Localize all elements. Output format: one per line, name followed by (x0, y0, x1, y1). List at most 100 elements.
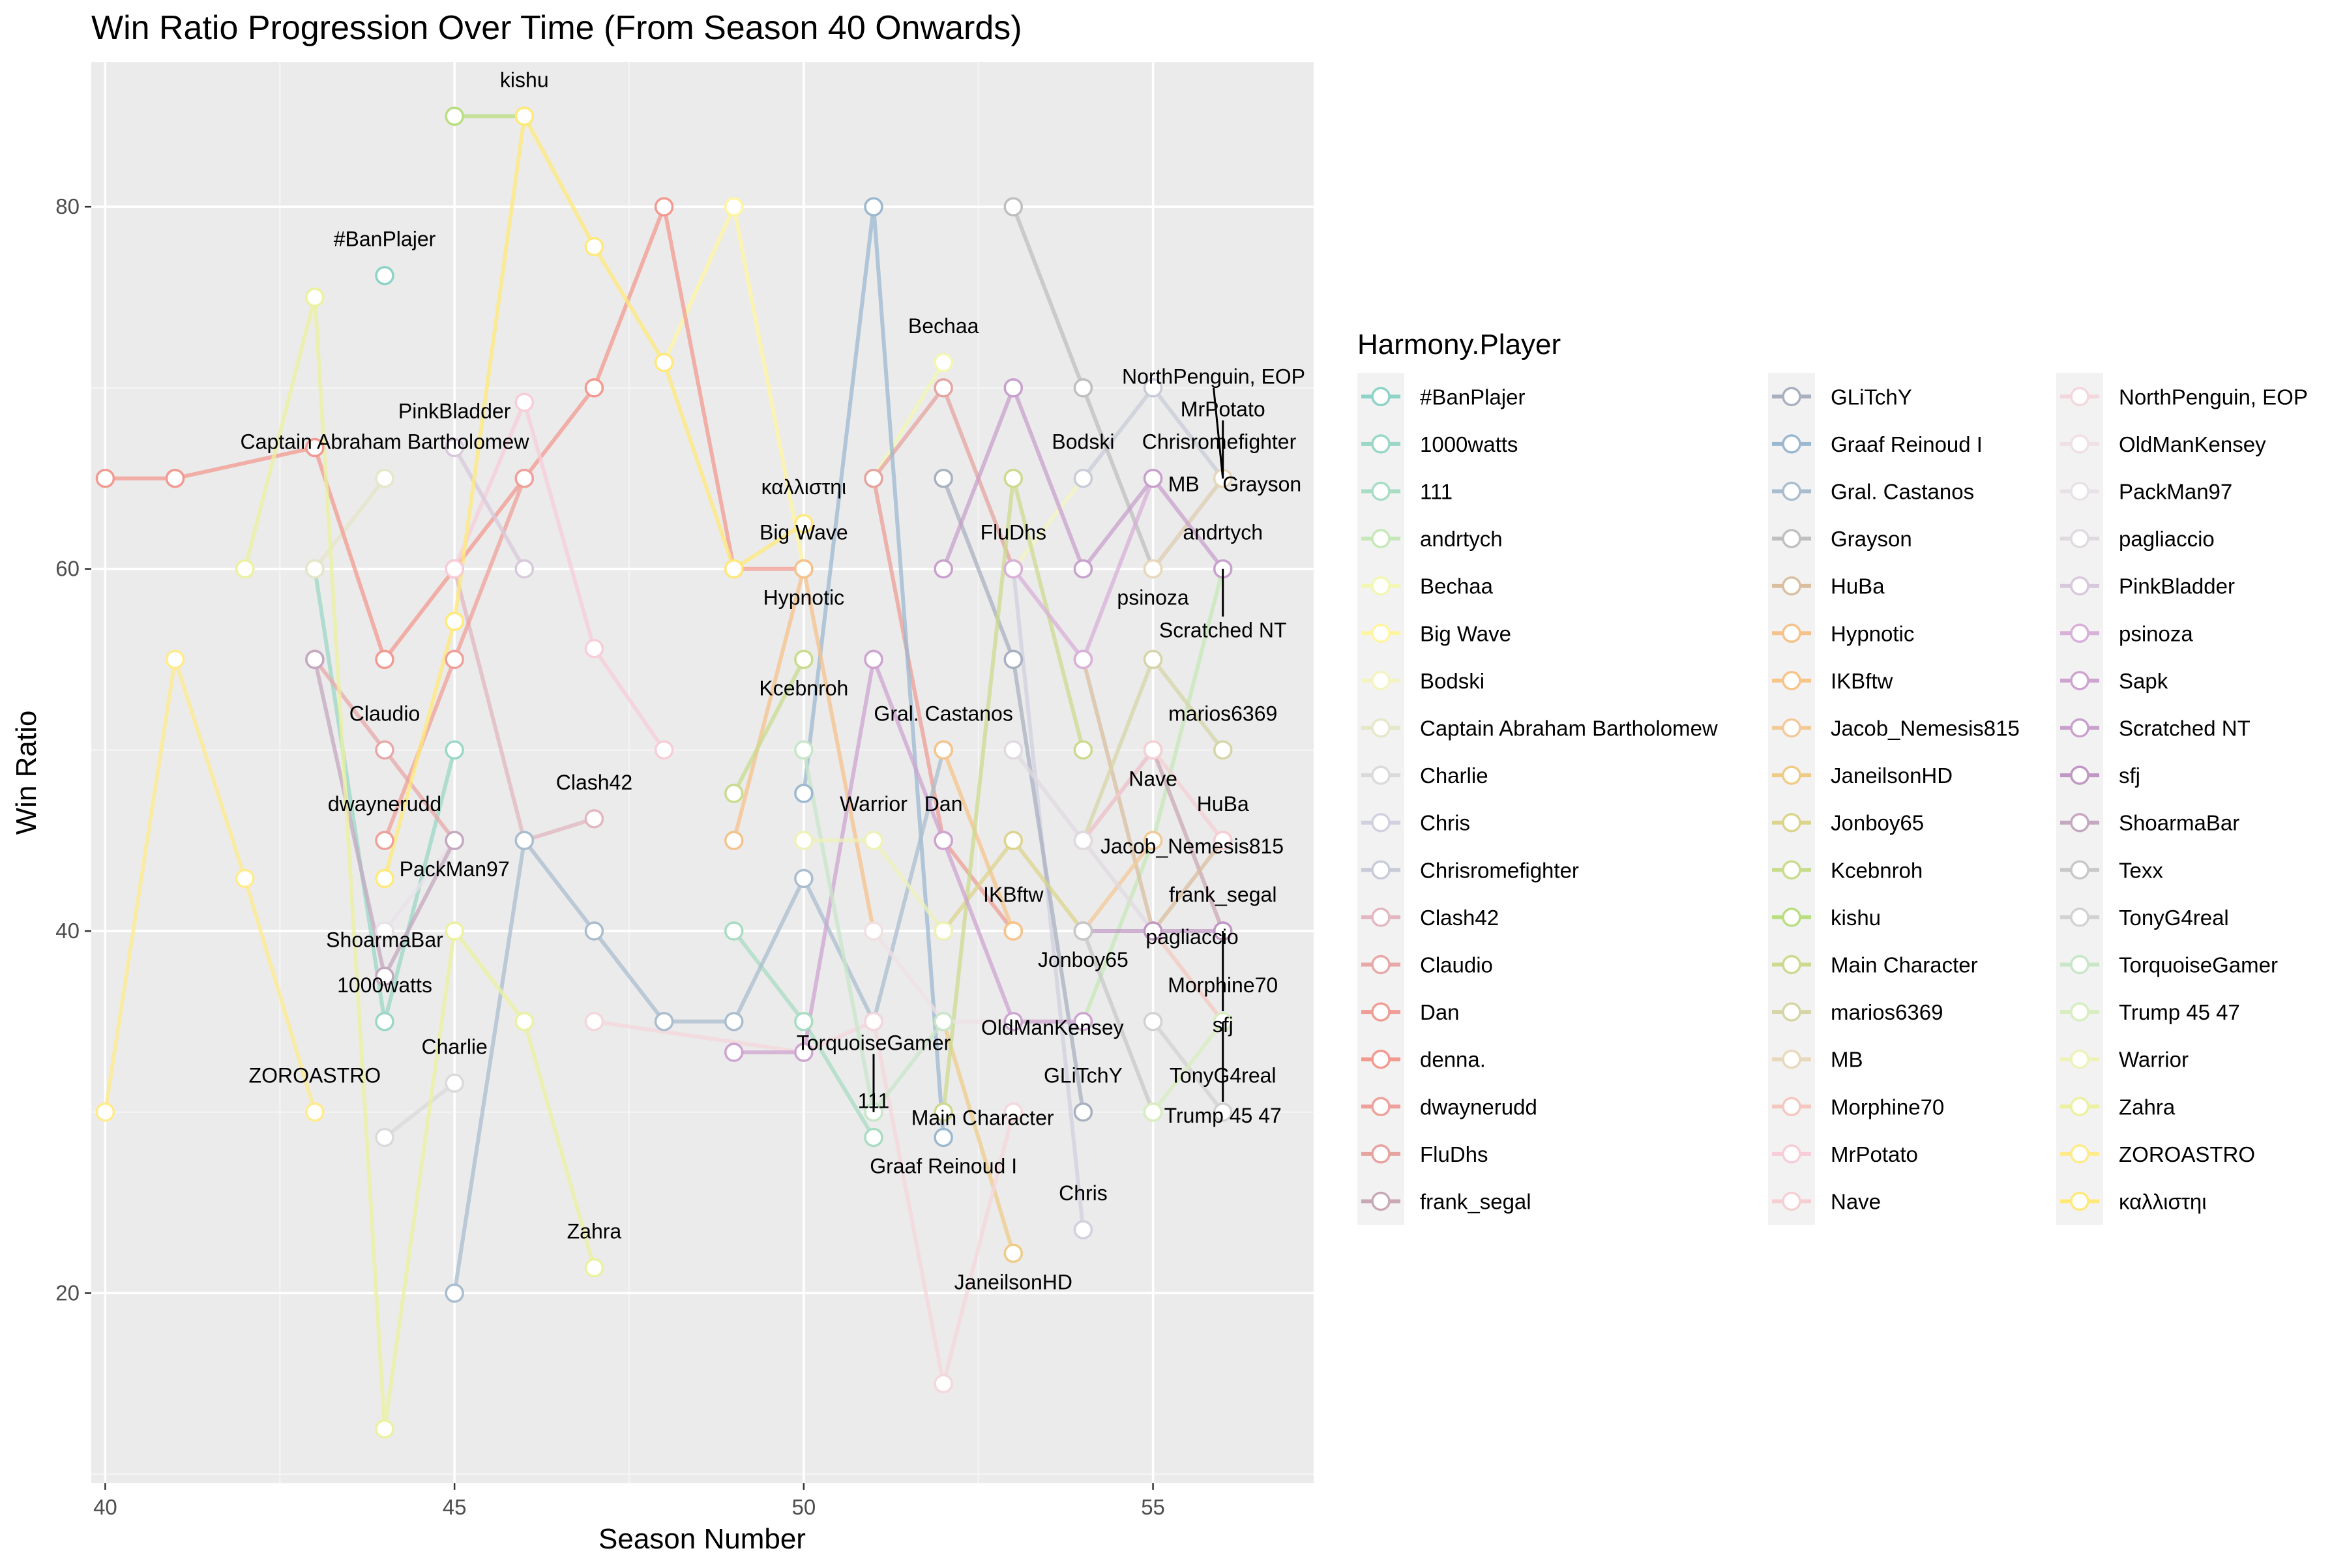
data-point (1003, 559, 1024, 579)
legend-entry-label: OldManKensey (2119, 432, 2266, 456)
point-label: Gral. Castanos (874, 702, 1012, 725)
legend-title: Harmony.Player (1357, 329, 1561, 361)
legend-key-point (1371, 765, 1391, 785)
legend-key-point (1371, 387, 1391, 407)
point-label: Captain Abraham Bartholomew (241, 430, 530, 454)
series-points (95, 106, 1233, 1439)
legend-entry-label: psinoza (2119, 621, 2193, 645)
data-point (514, 559, 535, 579)
point-label: Claudio (349, 702, 421, 725)
legend-entry-label: ZOROASTRO (2119, 1142, 2255, 1166)
legend-key-point (2070, 718, 2089, 738)
legend-entry-label: Warrior (2119, 1048, 2189, 1072)
series-line (1081, 930, 1155, 1113)
series-line (733, 657, 1084, 1055)
data-point (305, 559, 325, 579)
x-tick-label: 50 (791, 1495, 816, 1519)
data-point (794, 514, 814, 533)
data-point (95, 468, 115, 488)
legend-key-point (1371, 576, 1391, 596)
data-point (1213, 1102, 1233, 1122)
point-label: andrtych (1183, 521, 1263, 544)
data-point (375, 649, 394, 670)
point-label: #BanPlajer (334, 228, 436, 251)
legend-entry-label: Clash42 (1420, 906, 1499, 930)
point-label: Main Character (911, 1106, 1054, 1130)
legend-entry-label: kishu (1831, 906, 1881, 930)
data-point (724, 197, 744, 216)
legend-entry-label: marios6369 (1831, 1000, 1943, 1024)
point-label: IKBftw (983, 883, 1044, 906)
point-label: ZOROASTRO (249, 1064, 381, 1087)
point-label: Jonboy65 (1038, 948, 1129, 971)
data-point (1003, 1102, 1024, 1122)
data-point (1073, 1012, 1093, 1031)
data-point (1143, 740, 1163, 760)
series-line (105, 205, 804, 662)
legend-entry-label: καλλιστηι (2119, 1190, 2207, 1214)
series-line (103, 657, 317, 1113)
legend-entry-label: Big Wave (1420, 621, 1511, 645)
legend-key-point (1371, 1049, 1391, 1069)
data-point (514, 831, 535, 850)
data-point (514, 392, 535, 412)
data-point (1073, 740, 1093, 760)
data-point (794, 740, 814, 760)
data-point (794, 559, 814, 579)
legend-entry-label: frank_segal (1420, 1190, 1531, 1214)
point-label: Hypnotic (763, 586, 845, 610)
data-point (445, 1283, 464, 1303)
data-point (445, 740, 464, 760)
legend-key-point (2070, 954, 2089, 975)
data-point (445, 921, 464, 941)
data-point (584, 921, 604, 941)
x-tick-label: 55 (1141, 1495, 1165, 1519)
point-label: Chris (1059, 1181, 1108, 1205)
legend-key-point (2070, 481, 2089, 501)
legend-key-point (2070, 623, 2089, 643)
legend-key-point (1782, 1049, 1801, 1069)
point-label: pagliaccio (1145, 925, 1238, 949)
legend-entry-label: #BanPlajer (1420, 385, 1525, 409)
data-point (654, 740, 674, 760)
data-point (1143, 921, 1163, 941)
data-point (934, 921, 953, 941)
data-point (934, 1102, 953, 1122)
point-label: Kcebnroh (759, 676, 848, 700)
data-point (445, 612, 464, 631)
series-line (452, 400, 666, 752)
data-point (305, 288, 325, 307)
data-point (934, 1012, 953, 1031)
legend-key-point (1782, 954, 1801, 975)
legend-entry-label: FluDhs (1420, 1142, 1488, 1166)
data-point (375, 921, 394, 941)
legend-entry-label: Sapk (2119, 669, 2168, 693)
x-tick-label: 40 (93, 1495, 117, 1519)
legend-entry-label: Scratched NT (2119, 717, 2251, 741)
point-label: PinkBladder (398, 400, 511, 423)
point-label: GLiTchY (1044, 1064, 1123, 1087)
legend-entry-label: Grayson (1831, 527, 1912, 551)
data-point (445, 559, 464, 579)
data-point (1003, 649, 1024, 670)
data-point (1143, 1012, 1163, 1031)
series-line (1151, 930, 1225, 1023)
data-point (445, 649, 464, 670)
data-point (1073, 378, 1093, 398)
point-label: Bodski (1052, 430, 1114, 454)
legend-entry-label: Morphine70 (1831, 1095, 1944, 1119)
legend-entry-label: MrPotato (1831, 1142, 1918, 1166)
point-label: frank_segal (1169, 883, 1277, 906)
data-point (584, 809, 604, 829)
legend-entry-label: HuBa (1831, 574, 1885, 599)
legend-key-point (2070, 812, 2089, 833)
data-point (375, 831, 394, 850)
data-point (514, 468, 535, 488)
series-line (383, 1081, 456, 1139)
legend-key-point (1371, 1002, 1391, 1022)
y-tick-label: 40 (55, 919, 80, 943)
legend-key-point (1782, 1191, 1801, 1211)
legend-entry-label: dwaynerudd (1420, 1095, 1537, 1119)
data-point (1003, 197, 1024, 216)
